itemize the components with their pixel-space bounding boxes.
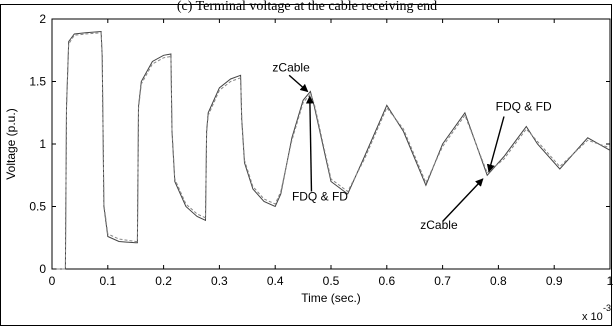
x-tick-label: 1 <box>607 274 614 288</box>
x-tick-label: 0 <box>49 274 56 288</box>
x-tick-label: 0.1 <box>99 274 116 288</box>
x-tick-label: 0.2 <box>155 274 172 288</box>
annotation-arrow-0 <box>288 74 309 93</box>
annotation-arrow-1 <box>305 95 314 192</box>
annotation-label-3: zCable <box>420 218 458 232</box>
x-multiplier-label: x 10 <box>582 311 603 323</box>
x-tick-label: 0.4 <box>267 274 284 288</box>
annotation-arrow-2 <box>486 116 505 173</box>
x-tick-label: 0.9 <box>546 274 563 288</box>
y-tick-label: 0 <box>39 262 46 276</box>
annotation-label-2: FDQ & FD <box>496 99 552 113</box>
x-tick-label: 0.8 <box>490 274 507 288</box>
y-tick-label: 2 <box>39 12 46 26</box>
y-axis-label: Voltage (p.u.) <box>4 108 18 179</box>
x-tick-label: 0.5 <box>323 274 340 288</box>
y-tick-label: 1.5 <box>29 75 46 89</box>
x-tick-label: 0.7 <box>434 274 451 288</box>
plot-area <box>51 18 611 270</box>
annotation-arrow-3 <box>442 178 484 222</box>
x-axis-label: Time (sec.) <box>301 291 361 305</box>
x-tick-label: 0.3 <box>211 274 228 288</box>
annotation-label-1: FDQ & FD <box>292 189 348 203</box>
annotation-label-0: zCable <box>272 61 310 75</box>
y-tick-label: 0.5 <box>29 200 46 214</box>
x-tick-label: 0.6 <box>378 274 395 288</box>
y-tick-label: 1 <box>39 137 46 151</box>
series-line-1 <box>52 32 611 270</box>
x-multiplier-exponent: -3 <box>603 303 611 313</box>
figure-caption-fragment: (c) Terminal voltage at the cable receiv… <box>176 0 438 14</box>
